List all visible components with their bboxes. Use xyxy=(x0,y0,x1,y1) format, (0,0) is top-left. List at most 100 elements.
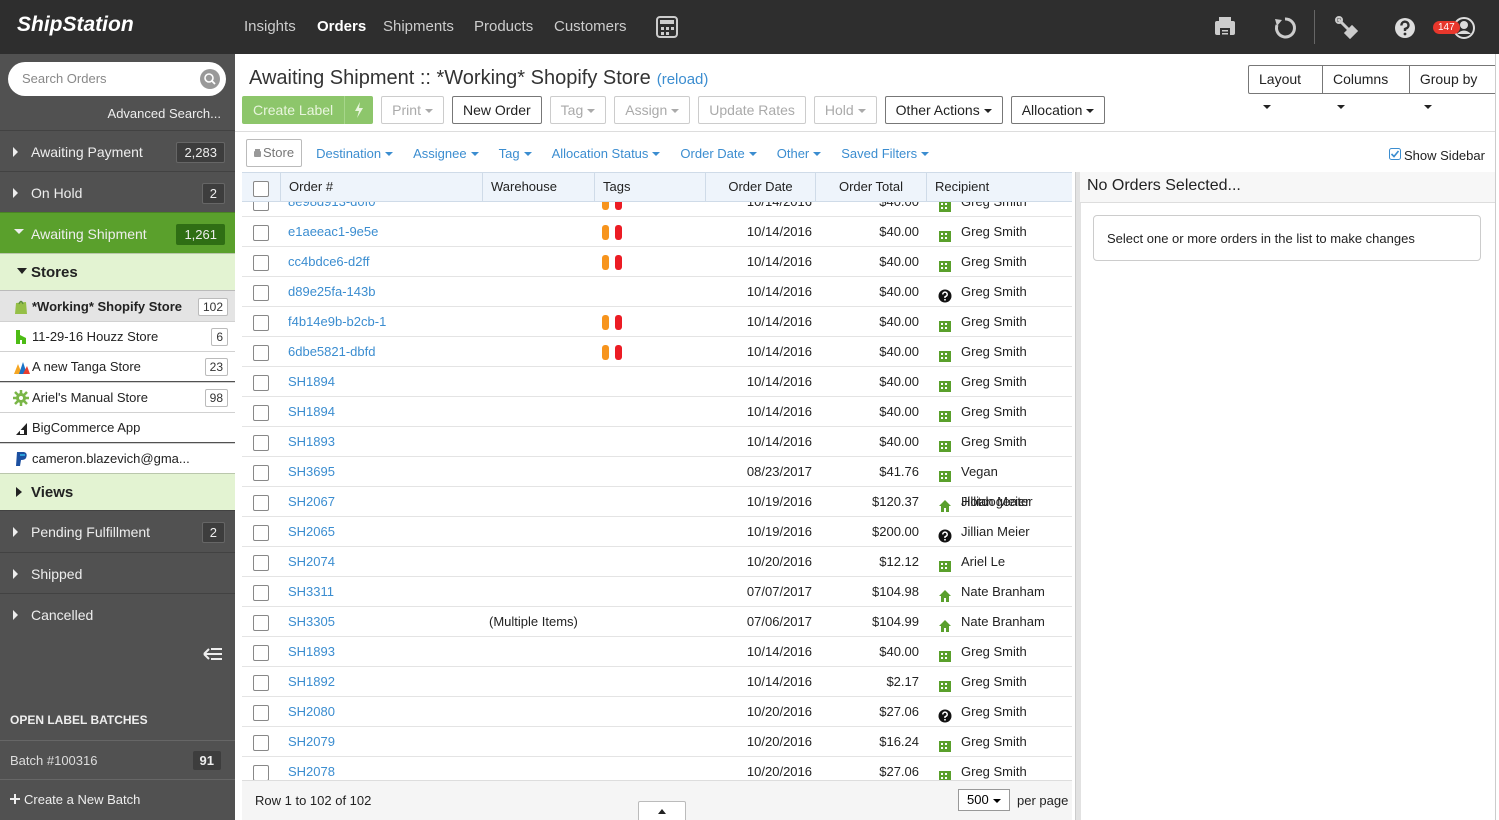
order-number[interactable]: 8e98d913-d0f0 xyxy=(288,202,375,217)
show-sidebar-toggle[interactable]: Show Sidebar xyxy=(1389,148,1485,163)
sidebar-item[interactable]: A new Tanga Store23 xyxy=(0,351,235,381)
button[interactable]: Print xyxy=(381,96,444,124)
table-row[interactable]: cc4bdce6-d2ff10/14/2016$40.00Greg Smith xyxy=(242,247,1072,277)
checkbox[interactable] xyxy=(253,765,269,780)
column-header[interactable]: Tags xyxy=(594,173,705,201)
new-batch[interactable]: Create a New Batch xyxy=(10,792,140,807)
sidebar-item[interactable]: Views xyxy=(0,473,235,510)
button[interactable]: Hold xyxy=(814,96,877,124)
checkbox[interactable] xyxy=(253,555,269,571)
table-row[interactable]: SH3305(Multiple Items)07/06/2017$104.99N… xyxy=(242,607,1072,637)
nav-item[interactable]: Orders xyxy=(317,18,366,35)
order-number[interactable]: SH2074 xyxy=(288,547,335,577)
order-number[interactable]: SH1894 xyxy=(288,397,335,427)
table-row[interactable]: 8e98d913-d0f010/14/2016$40.00Greg Smith xyxy=(242,202,1072,217)
order-number[interactable]: SH3305 xyxy=(288,607,335,637)
order-number[interactable]: d89e25fa-143b xyxy=(288,277,375,307)
checkbox[interactable] xyxy=(253,465,269,481)
button[interactable]: Layout xyxy=(1249,66,1322,93)
sidebar-item[interactable]: Cancelled xyxy=(0,593,235,634)
table-row[interactable]: SH208010/20/2016$27.06Greg Smith xyxy=(242,697,1072,727)
sidebar-item[interactable]: cameron.blazevich@gma... xyxy=(0,443,235,473)
filter-dropdown[interactable]: Order Date xyxy=(680,146,756,161)
order-number[interactable]: SH1894 xyxy=(288,367,335,397)
notification-badge[interactable]: 147 xyxy=(1433,21,1460,34)
sidebar-item[interactable]: Ariel's Manual Store98 xyxy=(0,382,235,412)
order-number[interactable]: SH2065 xyxy=(288,517,335,547)
collapse-sidebar-icon[interactable] xyxy=(203,647,223,666)
settings-icon[interactable] xyxy=(1334,15,1358,44)
filter-dropdown[interactable]: Destination xyxy=(316,146,393,161)
column-header[interactable]: Recipient xyxy=(926,173,1072,201)
checkbox[interactable] xyxy=(253,525,269,541)
checkbox[interactable] xyxy=(253,705,269,721)
sidebar-item[interactable]: *Working* Shopify Store102 xyxy=(0,290,235,321)
table-row[interactable]: SH207810/20/2016$27.06Greg Smith xyxy=(242,757,1072,780)
table-row[interactable]: e1aeeac1-9e5e10/14/2016$40.00Greg Smith xyxy=(242,217,1072,247)
sidebar-item[interactable]: Awaiting Shipment1,261 xyxy=(0,212,235,253)
table-row[interactable]: SH369508/23/2017$41.76Vegan Hotdogeater xyxy=(242,457,1072,487)
reload-link[interactable]: (reload) xyxy=(657,71,709,88)
order-number[interactable]: cc4bdce6-d2ff xyxy=(288,247,369,277)
order-number[interactable]: SH2078 xyxy=(288,757,335,780)
button[interactable]: Assign xyxy=(614,96,690,124)
filter-dropdown[interactable]: Assignee xyxy=(413,146,478,161)
calculator-icon[interactable] xyxy=(656,16,678,43)
table-row[interactable]: SH189310/14/2016$40.00Greg Smith xyxy=(242,637,1072,667)
order-number[interactable]: e1aeeac1-9e5e xyxy=(288,217,378,247)
table-row[interactable]: SH189210/14/2016$2.17Greg Smith xyxy=(242,667,1072,697)
table-row[interactable]: SH189410/14/2016$40.00Greg Smith xyxy=(242,397,1072,427)
checkbox[interactable] xyxy=(253,585,269,601)
table-row[interactable]: SH207410/20/2016$12.12Ariel Le xyxy=(242,547,1072,577)
table-row[interactable]: d89e25fa-143b10/14/2016$40.00Greg Smith xyxy=(242,277,1072,307)
per-page-select[interactable]: 500 xyxy=(958,789,1010,811)
order-number[interactable]: SH1892 xyxy=(288,667,335,697)
sidebar-item[interactable]: BigCommerce App xyxy=(0,412,235,442)
button[interactable]: Columns xyxy=(1322,66,1409,93)
table-row[interactable]: SH189410/14/2016$40.00Greg Smith xyxy=(242,367,1072,397)
sidebar-item[interactable]: Stores xyxy=(0,253,235,290)
table-row[interactable]: SH206510/19/2016$200.00Jillian Meier xyxy=(242,517,1072,547)
order-number[interactable]: SH2080 xyxy=(288,697,335,727)
button[interactable]: Update Rates xyxy=(698,96,806,124)
button[interactable]: Tag xyxy=(550,96,607,124)
table-row[interactable]: SH331107/07/2017$104.98Nate Branham xyxy=(242,577,1072,607)
button[interactable]: Create Label xyxy=(242,96,373,124)
scroll-top-button[interactable] xyxy=(638,801,686,820)
checkbox[interactable] xyxy=(253,735,269,751)
refresh-icon[interactable] xyxy=(1273,16,1297,45)
checkbox[interactable] xyxy=(253,315,269,331)
sidebar-item[interactable]: Shipped xyxy=(0,552,235,593)
checkbox[interactable] xyxy=(253,675,269,691)
logo[interactable]: ShipStation xyxy=(17,13,134,37)
button[interactable]: Other Actions xyxy=(885,96,1003,124)
order-number[interactable]: SH3311 xyxy=(288,577,334,607)
checkbox[interactable] xyxy=(253,225,269,241)
order-number[interactable]: SH1893 xyxy=(288,637,335,667)
filter-dropdown[interactable]: Allocation Status xyxy=(552,146,661,161)
checkbox[interactable] xyxy=(253,495,269,511)
print-queue-icon[interactable] xyxy=(1213,15,1237,44)
checkbox[interactable] xyxy=(253,285,269,301)
filter-dropdown[interactable]: Saved Filters xyxy=(841,146,929,161)
button[interactable]: Allocation xyxy=(1011,96,1106,124)
checkbox[interactable] xyxy=(253,645,269,661)
order-number[interactable]: SH2067 xyxy=(288,487,335,517)
order-number[interactable]: SH3695 xyxy=(288,457,335,487)
sidebar-item[interactable]: Awaiting Payment2,283 xyxy=(0,130,235,171)
checkbox[interactable] xyxy=(253,405,269,421)
checkbox[interactable] xyxy=(253,375,269,391)
order-number[interactable]: f4b14e9b-b2cb-1 xyxy=(288,307,386,337)
table-row[interactable]: 6dbe5821-dbfd10/14/2016$40.00Greg Smith xyxy=(242,337,1072,367)
table-row[interactable]: SH206710/19/2016$120.37Jillian Meier xyxy=(242,487,1072,517)
sidebar-item[interactable]: On Hold2 xyxy=(0,171,235,212)
sidebar-item[interactable]: 11-29-16 Houzz Store6 xyxy=(0,321,235,351)
store-filter[interactable]: Store xyxy=(246,139,302,167)
batch-item[interactable]: Batch #10031691 xyxy=(0,740,235,780)
checkbox[interactable] xyxy=(253,615,269,631)
help-icon[interactable] xyxy=(1394,17,1416,44)
table-row[interactable]: f4b14e9b-b2cb-110/14/2016$40.00Greg Smit… xyxy=(242,307,1072,337)
button[interactable]: New Order xyxy=(452,96,542,124)
button[interactable]: Group by xyxy=(1409,66,1498,93)
checkbox[interactable] xyxy=(253,181,269,197)
